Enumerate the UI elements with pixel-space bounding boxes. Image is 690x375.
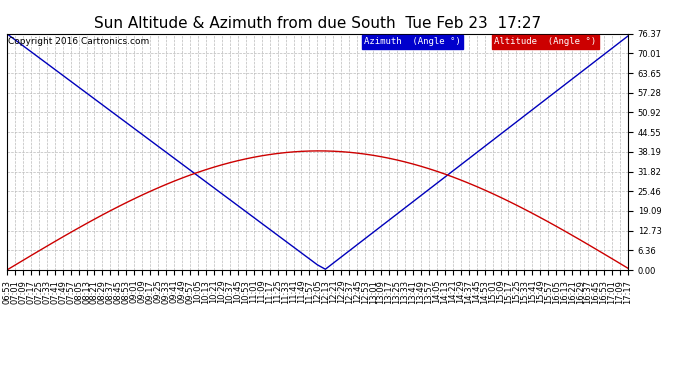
Text: Copyright 2016 Cartronics.com: Copyright 2016 Cartronics.com: [8, 37, 150, 46]
Text: Azimuth  (Angle °): Azimuth (Angle °): [364, 37, 461, 46]
Text: Altitude  (Angle °): Altitude (Angle °): [494, 37, 597, 46]
Title: Sun Altitude & Azimuth from due South  Tue Feb 23  17:27: Sun Altitude & Azimuth from due South Tu…: [94, 16, 541, 31]
